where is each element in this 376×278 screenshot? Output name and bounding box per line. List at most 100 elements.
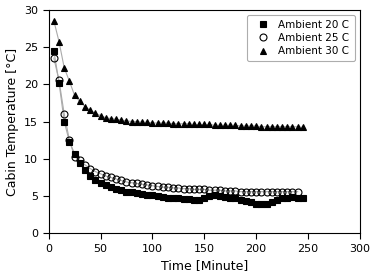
Ambient 25 C	[98, 172, 103, 175]
Ambient 25 C	[233, 189, 238, 193]
Ambient 20 C	[98, 181, 103, 184]
Ambient 25 C	[218, 188, 222, 192]
Ambient 25 C	[119, 179, 124, 182]
Ambient 25 C	[259, 190, 264, 193]
Ambient 20 C	[124, 190, 129, 193]
Ambient 30 C	[88, 109, 92, 112]
Ambient 20 C	[280, 197, 284, 200]
Y-axis label: Cabin Temperature [°C]: Cabin Temperature [°C]	[6, 48, 18, 196]
Ambient 25 C	[135, 182, 139, 185]
Ambient 20 C	[259, 203, 264, 206]
Ambient 20 C	[57, 81, 61, 84]
Ambient 20 C	[192, 198, 196, 202]
Ambient 25 C	[186, 187, 191, 190]
Ambient 30 C	[171, 122, 176, 125]
X-axis label: Time [Minute]: Time [Minute]	[161, 259, 248, 272]
Ambient 25 C	[129, 181, 134, 184]
Ambient 25 C	[212, 188, 217, 192]
Ambient 25 C	[280, 190, 284, 193]
Ambient 25 C	[166, 185, 170, 189]
Ambient 30 C	[150, 121, 155, 125]
Ambient 25 C	[296, 190, 300, 193]
Ambient 20 C	[264, 202, 269, 205]
Ambient 25 C	[223, 189, 227, 193]
Ambient 20 C	[218, 195, 222, 198]
Ambient 20 C	[223, 195, 227, 198]
Ambient 20 C	[238, 198, 243, 202]
Ambient 20 C	[52, 49, 56, 52]
Ambient 30 C	[161, 121, 165, 125]
Ambient 30 C	[228, 124, 232, 127]
Ambient 20 C	[296, 196, 300, 199]
Ambient 25 C	[72, 155, 77, 158]
Ambient 30 C	[103, 116, 108, 120]
Line: Ambient 20 C: Ambient 20 C	[51, 48, 306, 207]
Ambient 25 C	[176, 186, 180, 190]
Ambient 30 C	[135, 120, 139, 123]
Ambient 30 C	[296, 125, 300, 128]
Ambient 20 C	[155, 195, 160, 198]
Ambient 30 C	[155, 121, 160, 125]
Ambient 25 C	[52, 56, 56, 60]
Ambient 25 C	[145, 183, 150, 187]
Ambient 30 C	[124, 119, 129, 122]
Ambient 30 C	[254, 124, 258, 128]
Ambient 20 C	[181, 197, 186, 201]
Ambient 20 C	[228, 196, 232, 199]
Ambient 30 C	[166, 121, 170, 125]
Ambient 25 C	[197, 188, 202, 191]
Ambient 25 C	[62, 112, 67, 116]
Ambient 25 C	[285, 190, 290, 193]
Ambient 30 C	[290, 125, 295, 128]
Ambient 30 C	[249, 124, 253, 128]
Ambient 20 C	[140, 192, 144, 196]
Ambient 30 C	[280, 125, 284, 128]
Ambient 30 C	[207, 123, 212, 126]
Ambient 30 C	[202, 123, 206, 126]
Ambient 25 C	[238, 190, 243, 193]
Ambient 25 C	[114, 177, 118, 181]
Ambient 25 C	[171, 186, 176, 190]
Ambient 25 C	[109, 176, 113, 179]
Ambient 30 C	[72, 94, 77, 97]
Ambient 25 C	[93, 170, 98, 173]
Ambient 25 C	[207, 188, 212, 192]
Ambient 30 C	[129, 120, 134, 123]
Ambient 20 C	[186, 197, 191, 201]
Ambient 25 C	[264, 190, 269, 193]
Ambient 30 C	[145, 121, 150, 124]
Ambient 20 C	[207, 195, 212, 198]
Ambient 30 C	[57, 40, 61, 43]
Ambient 30 C	[52, 19, 56, 23]
Ambient 20 C	[109, 185, 113, 189]
Ambient 30 C	[301, 126, 305, 129]
Ambient 20 C	[150, 194, 155, 197]
Ambient 30 C	[114, 118, 118, 121]
Ambient 25 C	[140, 183, 144, 186]
Ambient 30 C	[93, 112, 98, 115]
Ambient 20 C	[171, 197, 176, 200]
Ambient 25 C	[275, 190, 279, 193]
Ambient 30 C	[197, 123, 202, 126]
Ambient 30 C	[192, 123, 196, 126]
Ambient 20 C	[275, 198, 279, 202]
Ambient 20 C	[202, 196, 206, 199]
Ambient 30 C	[83, 105, 87, 108]
Ambient 20 C	[62, 120, 67, 123]
Ambient 20 C	[88, 174, 92, 178]
Ambient 20 C	[197, 198, 202, 202]
Ambient 20 C	[72, 152, 77, 155]
Ambient 25 C	[270, 190, 274, 193]
Ambient 25 C	[57, 79, 61, 82]
Ambient 30 C	[62, 66, 67, 70]
Ambient 20 C	[249, 200, 253, 204]
Ambient 30 C	[119, 118, 124, 122]
Ambient 30 C	[181, 122, 186, 125]
Ambient 30 C	[176, 122, 180, 125]
Ambient 25 C	[124, 180, 129, 184]
Ambient 25 C	[249, 190, 253, 193]
Ambient 20 C	[254, 202, 258, 205]
Line: Ambient 25 C: Ambient 25 C	[50, 54, 301, 195]
Ambient 30 C	[98, 114, 103, 117]
Ambient 20 C	[103, 183, 108, 187]
